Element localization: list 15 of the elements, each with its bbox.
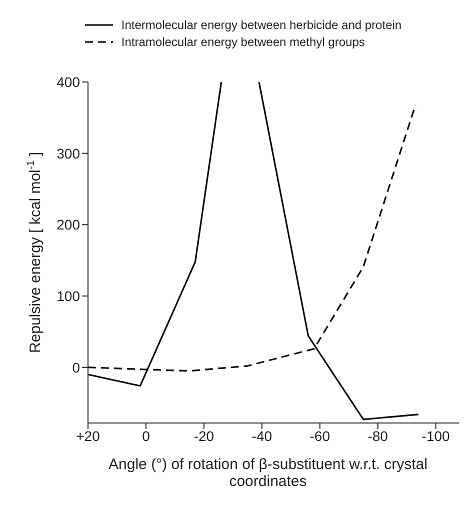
y-tick-label: 100	[56, 288, 80, 304]
x-tick-label: -40	[252, 428, 272, 444]
x-axis-title: Angle (°) of rotation of β-substituent w.r.t. crystal coordinates	[108, 456, 428, 490]
y-tick-label: 300	[56, 145, 80, 162]
x-tick-label: -100	[422, 428, 450, 444]
x-tick-label: -80	[368, 428, 388, 444]
y-tick-label: 400	[56, 74, 80, 90]
x-tick-label: -60	[310, 428, 330, 444]
legend-label: Intramolecular energy between methyl groups	[121, 35, 365, 49]
x-tick-label: +20	[76, 428, 100, 444]
y-tick-label: 200	[56, 216, 80, 233]
legend-label: Intermolecular energy between herbicide and protein	[121, 18, 402, 32]
x-tick-label: 0	[142, 428, 150, 444]
y-tick-label: 0	[72, 359, 80, 376]
x-tick-label: -20	[194, 428, 214, 444]
